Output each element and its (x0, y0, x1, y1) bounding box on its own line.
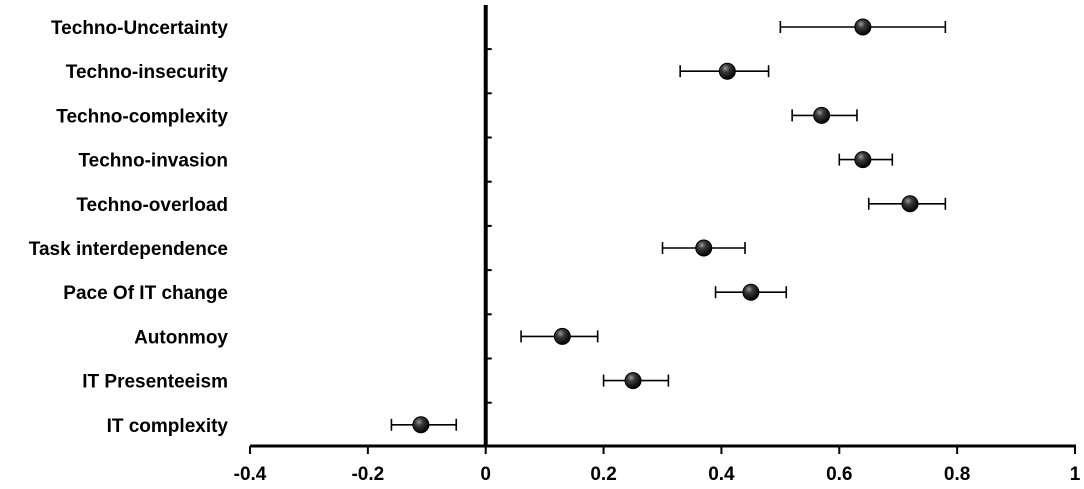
x-tick-label: 1 (1070, 464, 1081, 485)
data-marks (390, 18, 947, 434)
data-point (854, 151, 872, 169)
data-point (695, 239, 713, 257)
data-point (718, 62, 736, 80)
category-label: Autonmoy (134, 327, 228, 348)
category-labels: Techno-Uncertainty Techno-insecurity Techn… (29, 18, 229, 437)
x-tick-label: 0.6 (826, 464, 852, 485)
data-point (854, 18, 872, 36)
category-label: Techno-Uncertainty (51, 18, 228, 39)
x-tick-label: 0 (480, 464, 491, 485)
category-label: Techno-insecurity (66, 62, 229, 83)
x-tick-label: -0.2 (351, 464, 384, 485)
category-label: Techno-overload (76, 195, 228, 216)
data-point (553, 327, 571, 345)
axes (249, 5, 1076, 454)
category-label: IT complexity (107, 416, 229, 437)
x-tick-label: 0.4 (708, 464, 735, 485)
data-point (813, 106, 831, 124)
data-point (742, 283, 760, 301)
category-label: Techno-invasion (78, 151, 228, 172)
category-label: IT Presenteeism (82, 372, 228, 393)
x-tick-labels: -0.4 -0.2 0 0.2 0.4 0.6 0.8 1 (234, 464, 1081, 485)
data-point (412, 416, 430, 434)
category-label: Task interdependence (29, 239, 228, 260)
x-tick-label: -0.4 (234, 464, 267, 485)
data-point (901, 195, 919, 213)
category-label: Techno-complexity (56, 106, 228, 127)
x-tick-label: 0.2 (590, 464, 616, 485)
category-label: Pace Of IT change (63, 283, 228, 304)
x-tick-label: 0.8 (944, 464, 970, 485)
data-point (624, 372, 642, 390)
